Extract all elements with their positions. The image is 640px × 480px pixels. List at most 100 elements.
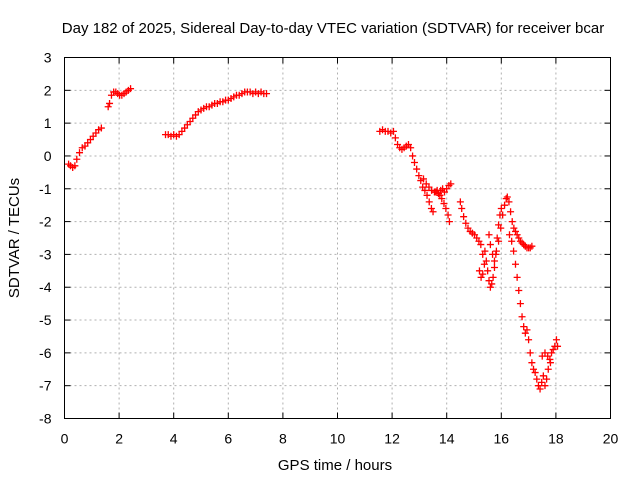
data-point-plus xyxy=(534,382,542,390)
data-point-plus xyxy=(127,85,135,93)
data-point-plus xyxy=(511,260,519,268)
y-tick-label: -2 xyxy=(39,214,52,230)
data-point-plus xyxy=(438,195,446,203)
data-point-plus xyxy=(495,237,503,245)
data-point-plus xyxy=(531,369,539,377)
data-point-plus xyxy=(513,273,521,281)
x-tick-label: 20 xyxy=(603,431,619,447)
data-point-plus xyxy=(538,378,546,386)
data-point-plus xyxy=(484,267,492,275)
x-tick-labels: 0 2 4 6 8 10 12 14 16 18 20 xyxy=(61,431,619,447)
data-point-plus xyxy=(521,329,529,337)
plot-frame xyxy=(64,57,611,419)
data-point-plus xyxy=(505,198,513,206)
data-point-plus xyxy=(106,99,114,107)
data-point-plus xyxy=(510,224,518,232)
data-point-plus xyxy=(490,264,498,272)
data-point-plus xyxy=(444,211,452,219)
x-tick-label: 14 xyxy=(439,431,455,447)
data-point-plus xyxy=(421,186,429,194)
x-tick-label: 12 xyxy=(384,431,400,447)
data-point-plus xyxy=(497,204,505,212)
data-point-plus xyxy=(528,359,536,367)
data-point-plus xyxy=(490,257,498,265)
data-point-plus xyxy=(516,300,524,308)
data-point-plus xyxy=(546,359,554,367)
data-point-plus xyxy=(423,191,431,199)
x-tick-label: 4 xyxy=(170,431,178,447)
y-tick-label: 2 xyxy=(44,82,52,98)
data-point-plus xyxy=(539,372,547,380)
x-tick-label: 0 xyxy=(61,431,69,447)
y-tick-label: -8 xyxy=(39,411,52,427)
data-point-plus xyxy=(477,273,485,281)
data-point-plus xyxy=(526,244,534,252)
data-point-plus xyxy=(486,283,494,291)
data-point-plus xyxy=(554,342,562,350)
data-point-plus xyxy=(508,237,516,245)
data-point-plus xyxy=(544,365,552,373)
data-point-plus xyxy=(521,242,529,250)
y-tick-labels: 3 2 1 0 -1 -2 -3 -4 -5 -6 -7 -8 xyxy=(39,50,52,427)
x-tick-label: 18 xyxy=(548,431,564,447)
data-point-plus xyxy=(479,270,487,278)
data-point-plus xyxy=(518,313,526,321)
y-tick-label: -6 xyxy=(39,345,52,361)
grid-lines xyxy=(64,57,611,419)
y-tick-label: -4 xyxy=(39,279,52,295)
data-point-plus xyxy=(477,241,485,249)
data-point-plus xyxy=(544,352,552,360)
y-tick-label: -1 xyxy=(39,181,52,197)
y-tick-label: 3 xyxy=(44,50,52,66)
data-point-plus xyxy=(407,144,415,152)
data-point-plus xyxy=(503,193,511,201)
data-point-plus xyxy=(71,162,79,170)
data-point-plus xyxy=(481,247,489,255)
data-point-plus xyxy=(389,127,397,135)
x-axis-title: GPS time / hours xyxy=(278,457,392,474)
data-series-sdtvar xyxy=(65,85,562,393)
data-point-plus xyxy=(475,267,483,275)
data-point-plus xyxy=(445,218,453,226)
data-point-plus xyxy=(263,90,271,98)
data-point-plus xyxy=(518,239,526,247)
y-tick-label: 0 xyxy=(44,148,52,164)
data-point-plus xyxy=(501,201,509,209)
data-point-plus xyxy=(410,159,418,167)
data-point-plus xyxy=(460,213,468,221)
data-point-plus xyxy=(458,204,466,212)
data-point-plus xyxy=(543,375,551,383)
y-tick-label: -5 xyxy=(39,312,52,328)
y-axis-title: SDTVAR / TECUs xyxy=(6,178,23,298)
data-point-plus xyxy=(499,211,507,219)
data-point-plus xyxy=(528,242,536,250)
data-point-plus xyxy=(536,385,544,393)
data-point-plus xyxy=(427,204,435,212)
data-point-plus xyxy=(508,218,516,226)
data-point-plus xyxy=(462,219,470,227)
data-point-plus xyxy=(413,165,421,173)
data-point-plus xyxy=(526,349,534,357)
data-point-plus xyxy=(488,280,496,288)
data-point-plus xyxy=(409,152,417,160)
data-point-plus xyxy=(482,257,490,265)
data-point-plus xyxy=(497,224,505,232)
data-point-plus xyxy=(492,247,500,255)
data-point-plus xyxy=(104,103,112,111)
data-point-plus xyxy=(489,273,497,281)
data-point-plus xyxy=(525,336,533,344)
y-tick-label: -7 xyxy=(39,378,52,394)
data-point-plus xyxy=(425,198,433,206)
x-tick-label: 16 xyxy=(494,431,510,447)
data-point-plus xyxy=(507,208,515,216)
data-point-plus xyxy=(419,175,427,183)
data-point-plus xyxy=(415,172,423,180)
data-point-plus xyxy=(391,134,399,142)
data-point-plus xyxy=(97,124,105,132)
data-point-plus xyxy=(486,241,494,249)
data-point-plus xyxy=(516,237,524,245)
data-point-plus xyxy=(520,323,528,331)
data-point-plus xyxy=(552,336,560,344)
data-point-plus xyxy=(533,375,541,383)
